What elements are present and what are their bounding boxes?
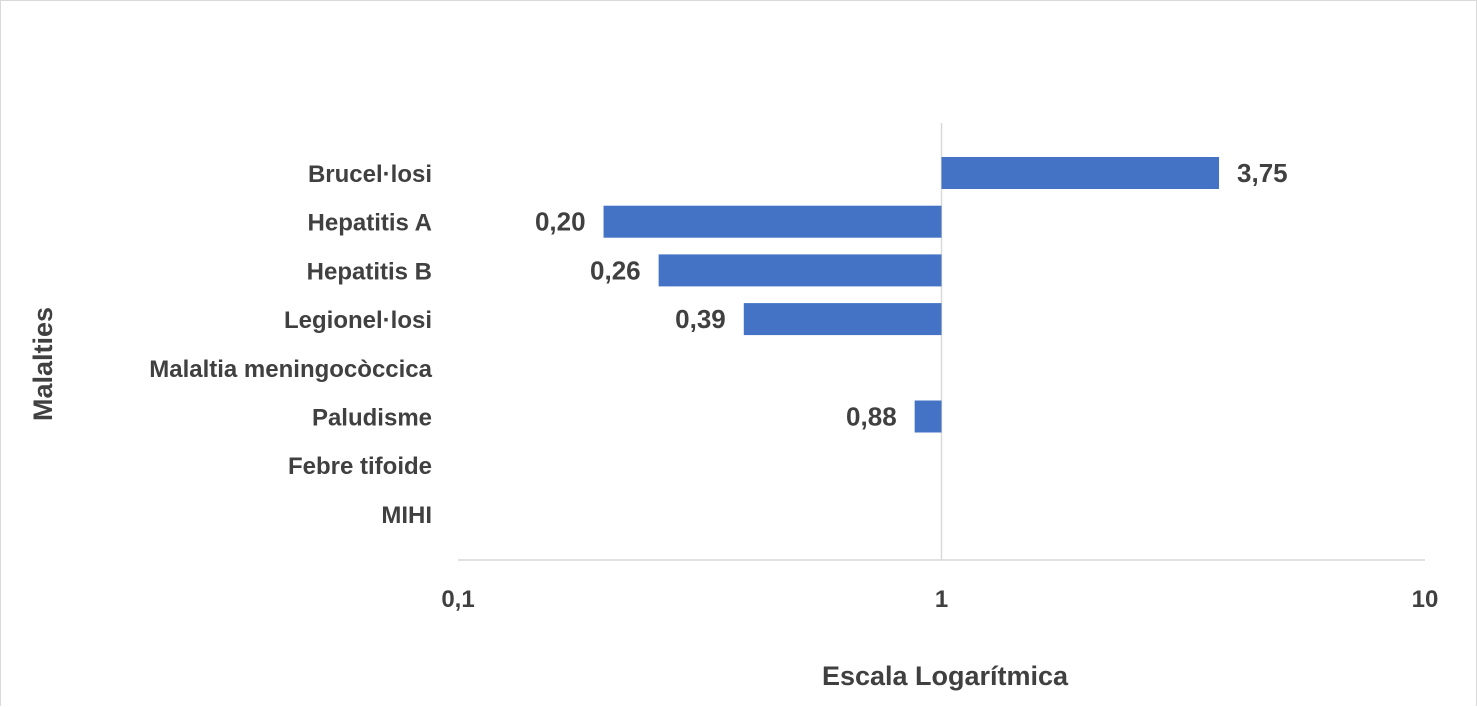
- data-label: 0,39: [675, 304, 726, 334]
- bar: [603, 205, 942, 238]
- data-label: 0,88: [846, 402, 897, 432]
- x-tick-label: 0,1: [441, 586, 474, 613]
- bars-group: [603, 157, 1220, 433]
- category-label: Legionel·losi: [284, 307, 432, 334]
- category-label: Malaltia meningocòccica: [149, 356, 432, 383]
- x-tick-label: 10: [1412, 586, 1439, 613]
- category-label: Brucel·losi: [308, 161, 432, 188]
- axes-group: [458, 123, 1425, 561]
- category-label: MIHI: [381, 502, 432, 529]
- category-label: Febre tifoide: [288, 453, 432, 480]
- bar: [658, 254, 942, 287]
- bar: [941, 157, 1220, 189]
- bar: [743, 303, 942, 336]
- bar: [914, 400, 942, 433]
- y-axis-title: Malalties: [28, 307, 58, 421]
- labels-group: 0,1 1 10 Brucel·losi 3,75 Hepatitis A 0,20 Hepa…: [149, 158, 1438, 613]
- category-label: Hepatitis A: [308, 210, 432, 237]
- data-label: 0,20: [535, 207, 586, 237]
- x-tick-label: 1: [935, 586, 948, 613]
- category-label: Hepatitis B: [307, 258, 432, 285]
- data-label: 3,75: [1237, 158, 1288, 188]
- data-label: 0,26: [590, 255, 641, 285]
- category-label: Paludisme: [312, 405, 432, 432]
- x-axis-title: Escala Logarítmica: [822, 661, 1069, 691]
